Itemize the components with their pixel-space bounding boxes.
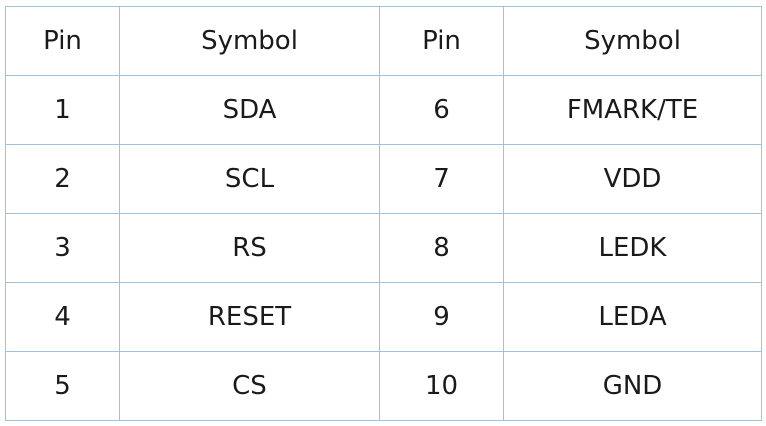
pin-symbol-cell: LEDA [503, 282, 762, 352]
pin-number-cell: 4 [5, 282, 120, 352]
pin-symbol-cell: LEDK [503, 213, 762, 283]
pin-number-cell: 8 [379, 213, 504, 283]
header-symbol-right: Symbol [503, 6, 762, 76]
pin-symbol-cell: VDD [503, 144, 762, 214]
pin-number-cell: 10 [379, 351, 504, 421]
header-symbol-left: Symbol [119, 6, 380, 76]
pin-symbol-cell: SCL [119, 144, 380, 214]
pin-symbol-cell: RESET [119, 282, 380, 352]
table-row: 2 SCL 7 VDD [5, 144, 762, 214]
pin-number-cell: 3 [5, 213, 120, 283]
pin-assignment-table: Pin Symbol Pin Symbol 1 SDA 6 FMARK/TE 2… [5, 6, 762, 421]
header-pin-right: Pin [379, 6, 504, 76]
pin-number-cell: 5 [5, 351, 120, 421]
pin-symbol-cell: SDA [119, 75, 380, 145]
header-pin-left: Pin [5, 6, 120, 76]
pin-number-cell: 9 [379, 282, 504, 352]
table-row: 3 RS 8 LEDK [5, 213, 762, 283]
pin-number-cell: 7 [379, 144, 504, 214]
table-row: 1 SDA 6 FMARK/TE [5, 75, 762, 145]
pin-symbol-cell: CS [119, 351, 380, 421]
pin-symbol-cell: FMARK/TE [503, 75, 762, 145]
table-row: 4 RESET 9 LEDA [5, 282, 762, 352]
pin-number-cell: 2 [5, 144, 120, 214]
pin-number-cell: 6 [379, 75, 504, 145]
pin-symbol-cell: RS [119, 213, 380, 283]
table-row: 5 CS 10 GND [5, 351, 762, 421]
table-header-row: Pin Symbol Pin Symbol [5, 6, 762, 76]
pin-number-cell: 1 [5, 75, 120, 145]
pin-symbol-cell: GND [503, 351, 762, 421]
